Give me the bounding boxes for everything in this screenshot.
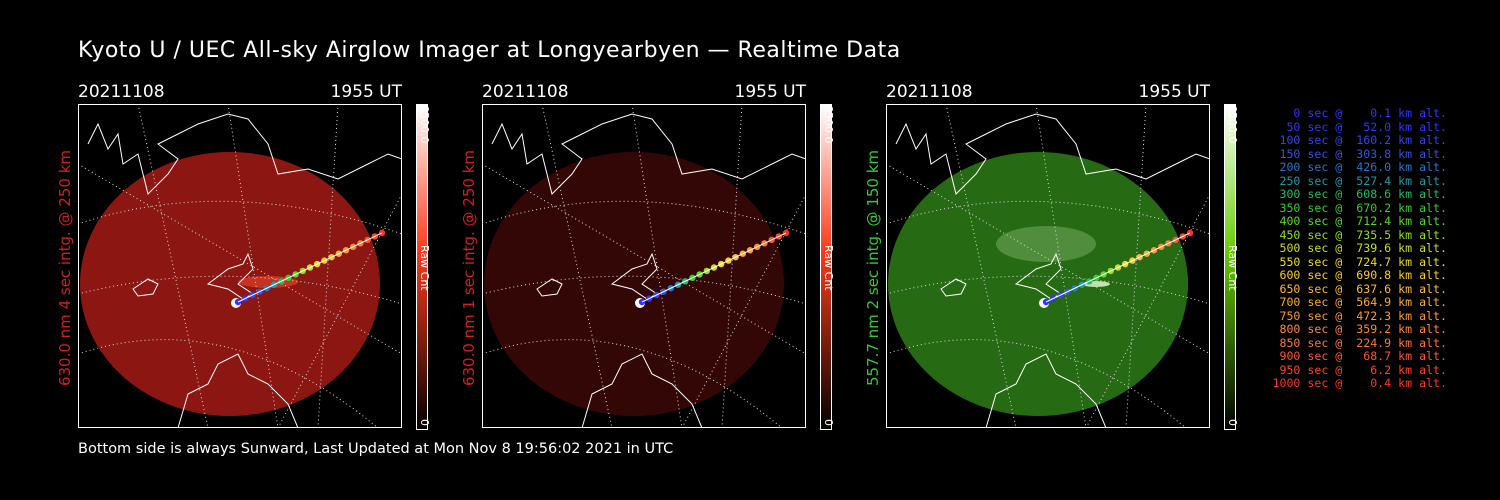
panel-date: 20211108 — [78, 82, 165, 102]
sky-disk — [888, 152, 1188, 416]
colorbar-unit: Raw Cnt — [822, 245, 835, 291]
coastline — [895, 113, 1210, 428]
legend-row: 700 sec @ 564.9 km alt. — [1272, 295, 1447, 309]
legend-row: 450 sec @ 735.5 km alt. — [1272, 227, 1447, 242]
airglow-panel-2: 20211108 1955 UT 630.0 nm 1 sec intg. @ 25… — [460, 80, 882, 432]
colorbar-max: 6500.0 — [1226, 105, 1239, 144]
legend-row: 950 sec @ 6.2 km alt. — [1272, 362, 1447, 377]
colorbar-unit: Raw Cnt — [418, 245, 431, 291]
trajectory-line — [237, 232, 383, 303]
trajectory-legend: 0 sec @ 0.1 km alt. 50 sec @ 52.0 km alt… — [1262, 106, 1447, 391]
red-colorbar: 6500.0 Raw Cnt 0 — [416, 104, 431, 430]
aurora-arc — [996, 226, 1096, 262]
legend-row: 650 sec @ 637.6 km alt. — [1272, 281, 1447, 296]
airglow-panel-3: 20211108 1955 UT 557.7 nm 2 sec intg. @ 15… — [864, 80, 1286, 432]
legend-row: 400 sec @ 712.4 km alt. — [1272, 214, 1447, 228]
wavelength-label: 630.0 nm 1 sec intg. @ 250 km — [460, 149, 478, 387]
legend-row: 50 sec @ 52.0 km alt. — [1272, 119, 1447, 134]
panel-time: 1955 UT — [330, 82, 403, 102]
wavelength-label: 557.7 nm 2 sec intg. @ 150 km — [864, 149, 882, 387]
legend-row: 100 sec @ 160.2 km alt. — [1272, 133, 1447, 147]
legend-row: 600 sec @ 690.8 km alt. — [1272, 268, 1447, 282]
colorbar-min: 0 — [822, 419, 835, 426]
legend-row: 250 sec @ 527.4 km alt. — [1272, 173, 1447, 188]
legend-row: 200 sec @ 426.0 km alt. — [1272, 160, 1447, 174]
colorbar-min: 0 — [1226, 419, 1239, 426]
colorbar-max: 6500.0 — [822, 105, 835, 144]
red-colorbar: 6500.0 Raw Cnt 0 — [820, 104, 835, 430]
panel-time: 1955 UT — [1138, 82, 1211, 102]
legend-row: 350 sec @ 670.2 km alt. — [1272, 200, 1447, 215]
colorbar-max: 6500.0 — [418, 105, 431, 144]
legend-row: 500 sec @ 739.6 km alt. — [1272, 241, 1447, 255]
legend-row: 900 sec @ 68.7 km alt. — [1272, 349, 1447, 363]
legend-row: 300 sec @ 608.6 km alt. — [1272, 187, 1447, 201]
legend-row: 750 sec @ 472.3 km alt. — [1272, 308, 1447, 323]
legend-row: 0 sec @ 0.1 km alt. — [1272, 106, 1447, 120]
green-colorbar: 6500.0 Raw Cnt 0 — [1224, 104, 1239, 430]
coastline — [491, 113, 806, 428]
legend-row: 850 sec @ 224.9 km alt. — [1272, 335, 1447, 350]
map-frame — [886, 104, 1210, 428]
all-sky-image — [482, 104, 806, 428]
sky-disk — [484, 152, 784, 416]
satellite-trajectory — [234, 229, 386, 306]
airglow-panel-1: 20211108 1955 UT 630.0 nm 4 sec intg. @ 25… — [56, 80, 478, 432]
trajectory-line — [641, 232, 787, 303]
footer-status: Bottom side is always Sunward, Last Upda… — [78, 441, 674, 457]
legend-row: 550 sec @ 724.7 km alt. — [1272, 254, 1447, 269]
panel-date: 20211108 — [886, 82, 973, 102]
panel-date: 20211108 — [482, 82, 569, 102]
all-sky-image — [78, 104, 402, 428]
colorbar-unit: Raw Cnt — [1226, 245, 1239, 291]
legend-row: 1000 sec @ 0.4 km alt. — [1272, 376, 1447, 390]
sky-disk — [80, 152, 380, 416]
coastline — [87, 113, 402, 428]
satellite-trajectory — [1042, 229, 1194, 306]
wavelength-label: 630.0 nm 4 sec intg. @ 250 km — [56, 149, 74, 387]
legend-row: 150 sec @ 303.8 km alt. — [1272, 146, 1447, 161]
panel-time: 1955 UT — [734, 82, 807, 102]
page-title: Kyoto U / UEC All-sky Airglow Imager at … — [78, 38, 901, 63]
map-frame — [78, 104, 402, 428]
map-frame — [482, 104, 806, 428]
colorbar-min: 0 — [418, 419, 431, 426]
all-sky-image — [886, 104, 1210, 428]
trajectory-line — [1045, 232, 1191, 303]
satellite-trajectory — [638, 229, 790, 306]
legend-row: 800 sec @ 359.2 km alt. — [1272, 322, 1447, 336]
